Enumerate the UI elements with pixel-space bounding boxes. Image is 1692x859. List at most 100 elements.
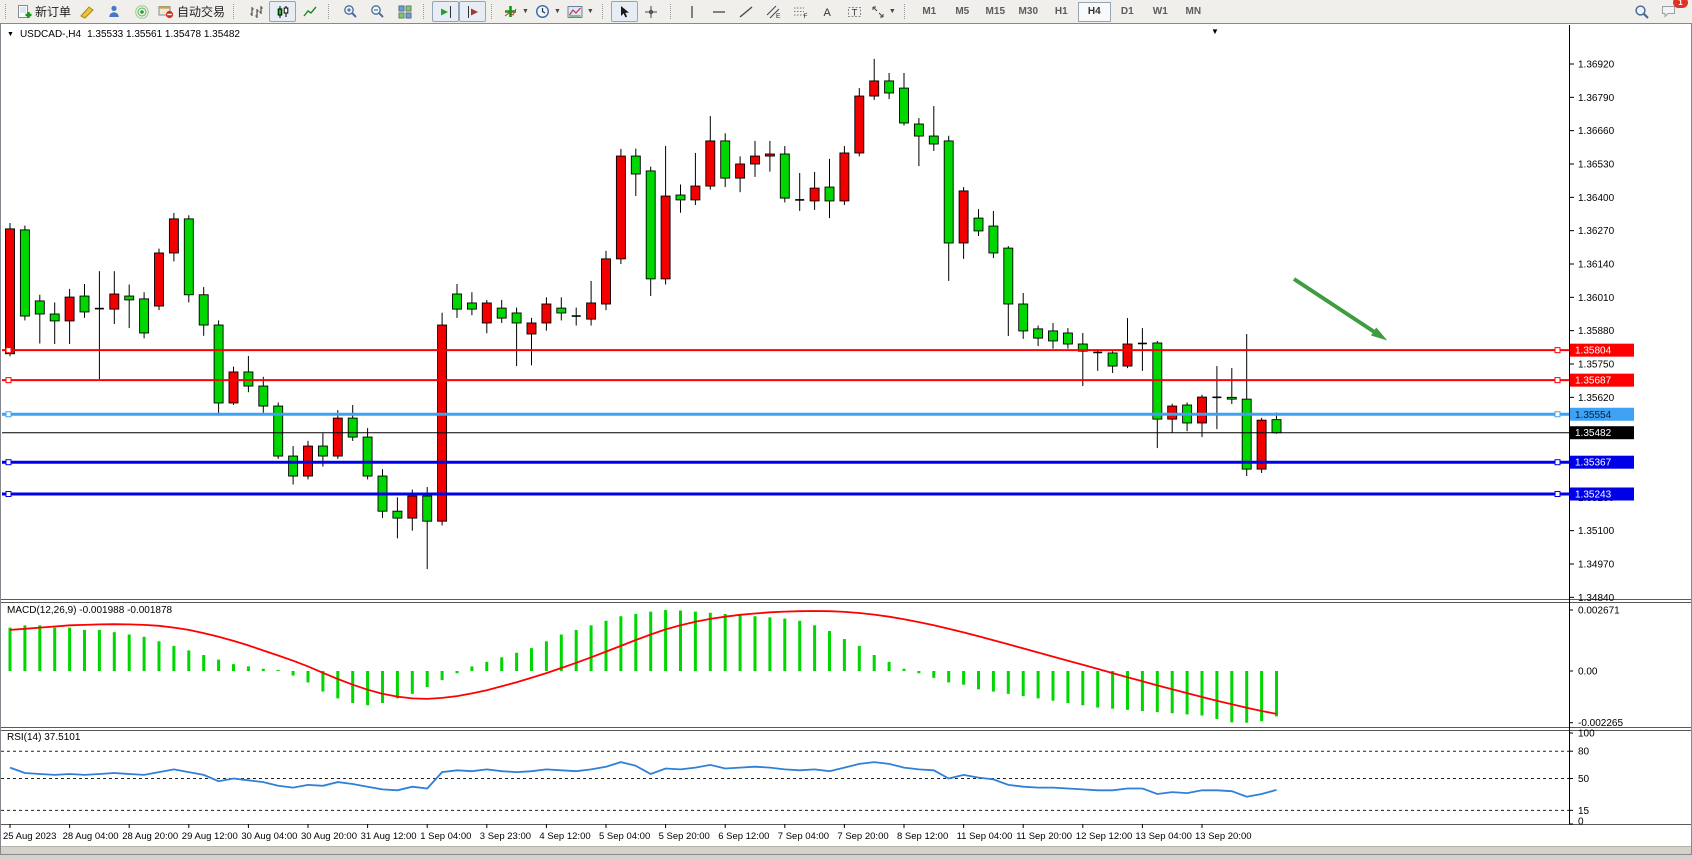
svg-text:28 Aug 20:00: 28 Aug 20:00 (122, 831, 178, 842)
svg-text:1.36270: 1.36270 (1578, 226, 1615, 237)
auto-trading-button[interactable]: 自动交易 (155, 1, 228, 22)
macd-indicator-label: MACD(12,26,9) -0.001988 -0.001878 (7, 605, 173, 616)
auto-scroll-button[interactable] (432, 1, 460, 22)
auto-trading-icon (158, 6, 174, 19)
svg-text:7 Sep 20:00: 7 Sep 20:00 (837, 831, 888, 842)
arrows-button[interactable]: ▼ (868, 1, 899, 22)
text-label-button[interactable]: T (841, 1, 868, 22)
candle-up (437, 324, 448, 522)
signals-button[interactable] (128, 1, 155, 22)
new-order-button[interactable]: 新订单 (14, 1, 74, 22)
chart-canvas[interactable]: 1.36920 1.36790 1.36660 1.36530 1.36400 1.362… (1, 24, 1691, 854)
time-axis[interactable]: 25 Aug 2023 28 Aug 04:00 28 Aug 20:00 29 Au… (3, 824, 1252, 842)
candle-up (735, 163, 746, 179)
timeframe-button-H1[interactable]: H1 (1054, 6, 1068, 17)
crayon-button[interactable] (74, 1, 101, 22)
candle-up (541, 303, 552, 324)
dropdown-caret-icon: ▼ (586, 8, 594, 15)
bar-chart-button[interactable] (242, 1, 269, 22)
chart-window: 1.36920 1.36790 1.36660 1.36530 1.36400 1.362… (0, 23, 1692, 855)
svg-text:15: 15 (1578, 806, 1590, 817)
vertical-line-button[interactable] (679, 1, 706, 22)
svg-text:7 Sep 04:00: 7 Sep 04:00 (778, 831, 829, 842)
candle-down (988, 225, 999, 254)
window-menu-icon[interactable]: ▼ (1211, 27, 1219, 36)
crosshair-button[interactable] (638, 1, 665, 22)
svg-text:1.35367: 1.35367 (1575, 458, 1612, 469)
candle-up (809, 187, 820, 202)
candlesticks[interactable] (5, 58, 1282, 570)
candlestick-chart-button[interactable] (269, 1, 297, 22)
tile-windows-button[interactable] (391, 1, 418, 22)
candle-up (615, 155, 626, 260)
svg-text:F: F (803, 13, 807, 19)
zoom-in-button[interactable] (337, 1, 364, 22)
trend-arrow[interactable] (1292, 277, 1388, 341)
candle-down (1077, 343, 1088, 352)
candle-down (928, 135, 939, 145)
fibonacci-button[interactable]: F (787, 1, 814, 22)
templates-button[interactable]: ▼ (564, 1, 597, 22)
timeframe-button-M30[interactable]: M30 (1018, 6, 1038, 17)
cursor-button[interactable] (610, 1, 638, 22)
line-handle (1554, 347, 1561, 354)
timeframe-button-M1[interactable]: M1 (922, 6, 937, 17)
svg-text:50: 50 (1578, 774, 1590, 785)
zoom-out-button[interactable] (364, 1, 391, 22)
chart-shift-button[interactable] (459, 1, 487, 22)
candle-up (332, 417, 343, 457)
crosshair-icon (645, 5, 658, 18)
candle-down (79, 295, 90, 313)
tile-windows-icon (398, 5, 412, 18)
candle-down (243, 371, 254, 387)
quote-ohlc: 1.35533 1.35561 1.35478 1.35482 (87, 29, 240, 40)
svg-text:0.002671: 0.002671 (1578, 606, 1620, 617)
periods-button[interactable]: ▼ (532, 1, 564, 22)
timeframe-button-M5[interactable]: M5 (955, 6, 970, 17)
indicators-button[interactable]: ▼ (500, 1, 532, 22)
bar-chart-icon (249, 5, 263, 18)
dropdown-caret-icon: ▼ (553, 8, 561, 15)
horizontal-lines[interactable]: 1.35804 1.35687 1.35554 1.35482 1.35367 1.352… (2, 343, 1634, 501)
svg-text:1.35687: 1.35687 (1575, 376, 1612, 387)
search-button[interactable] (1628, 1, 1655, 22)
trendline-button[interactable] (733, 1, 760, 22)
svg-text:1.35482: 1.35482 (1575, 428, 1612, 439)
horizontal-line-button[interactable] (706, 1, 733, 22)
timeframe-button-H4[interactable]: H4 (1077, 1, 1111, 22)
toolbar-grip (328, 4, 333, 19)
candle-up (526, 322, 537, 335)
candle-down (720, 140, 731, 179)
vertical-line-icon (691, 5, 693, 18)
candle-up (750, 155, 760, 165)
svg-text:1.36140: 1.36140 (1578, 259, 1615, 270)
svg-text:1.36790: 1.36790 (1578, 93, 1615, 104)
svg-text:0: 0 (1578, 817, 1584, 828)
symbol-period: USDCAD-,H4 (19, 29, 82, 40)
rsi-pane[interactable]: 100 80 50 150 (1, 729, 1595, 828)
timeframe-group: M1 M5 M15 M30 H1 H4 D1 W1 MN (913, 1, 1210, 22)
timeframe-button-D1[interactable]: D1 (1120, 6, 1134, 17)
candle-up (601, 258, 611, 305)
candle-down (273, 405, 284, 457)
timeframe-button-W1[interactable]: W1 (1152, 6, 1168, 17)
svg-text:30 Aug 04:00: 30 Aug 04:00 (241, 831, 297, 842)
price-axis[interactable]: 1.36920 1.36790 1.36660 1.36530 1.36400 1.362… (1569, 60, 1615, 604)
macd-pane[interactable]: 0.002671 0.00 -0.002265 (8, 606, 1623, 730)
candle-up (1197, 396, 1207, 424)
text-button[interactable]: A (814, 1, 841, 22)
equidistant-channel-button[interactable]: E (760, 1, 787, 22)
candle-down (973, 217, 984, 232)
timeframe-button-M15[interactable]: M15 (985, 6, 1005, 17)
line-chart-button[interactable] (296, 1, 323, 22)
chart-collapse-icon[interactable]: ▼ (7, 31, 14, 38)
svg-text:13 Sep 04:00: 13 Sep 04:00 (1135, 831, 1192, 842)
timeframe-button-MN[interactable]: MN (1185, 6, 1202, 17)
equidistant-channel-icon: E (766, 5, 781, 19)
toolbar-grip (669, 4, 675, 19)
candle-down (1241, 398, 1252, 470)
svg-text:3 Sep 23:00: 3 Sep 23:00 (480, 831, 531, 842)
candle-up (1167, 405, 1178, 420)
chat-button[interactable]: 1 (1655, 0, 1688, 22)
profiles-button[interactable] (101, 1, 128, 22)
